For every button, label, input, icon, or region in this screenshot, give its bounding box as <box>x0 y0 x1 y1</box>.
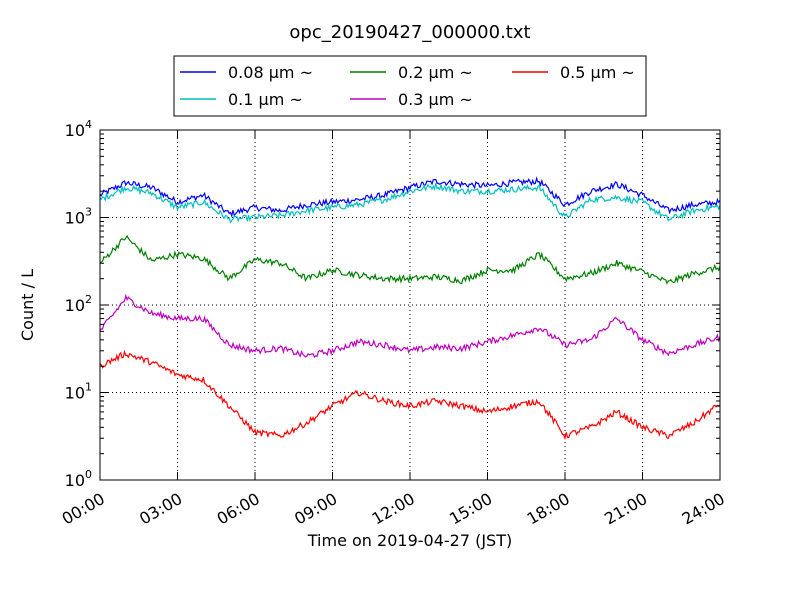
x-tick-label: 12:00 <box>369 489 418 529</box>
x-tick-label: 18:00 <box>524 489 573 529</box>
x-tick-label: 03:00 <box>136 489 185 529</box>
y-tick-label: 103 <box>65 206 92 228</box>
legend-label: 0.3 μm ~ <box>398 90 473 109</box>
legend-label: 0.08 μm ~ <box>228 63 313 82</box>
y-tick-label: 100 <box>65 468 92 490</box>
y-tick-label: 101 <box>65 381 92 403</box>
series-line <box>99 349 721 441</box>
series-layer <box>99 176 721 441</box>
x-tick-label: 15:00 <box>446 489 495 529</box>
axis-ticks: 00:00 03:00 06:00 09:00 12:00 15:00 18:00 21:00… <box>59 118 728 529</box>
x-tick-label: 21:00 <box>601 489 650 529</box>
x-tick-label: 09:00 <box>291 489 340 529</box>
series-line <box>99 234 721 285</box>
grid <box>100 130 720 480</box>
x-tick-label: 24:00 <box>679 489 728 529</box>
legend-frame <box>173 55 647 117</box>
x-axis-label: Time on 2019-04-27 (JST) <box>307 531 512 550</box>
legend-label: 0.1 μm ~ <box>228 90 303 109</box>
y-axis-label: Count / L <box>18 269 37 341</box>
chart-title: opc_20190427_000000.txt <box>289 22 530 43</box>
series-line <box>99 293 721 359</box>
x-tick-label: 06:00 <box>214 489 263 529</box>
legend-label: 0.2 μm ~ <box>398 63 473 82</box>
y-tick-label: 104 <box>65 118 92 140</box>
y-tick-label: 102 <box>65 293 92 315</box>
x-tick-label: 00:00 <box>59 489 108 529</box>
legend-label: 0.5 μm ~ <box>560 63 635 82</box>
series-line <box>99 183 721 224</box>
series-line <box>99 176 721 218</box>
legend: 0.08 μm ~ 0.1 μm ~ 0.2 μm ~ 0.3 μm ~ 0.5 μm … <box>173 55 647 117</box>
